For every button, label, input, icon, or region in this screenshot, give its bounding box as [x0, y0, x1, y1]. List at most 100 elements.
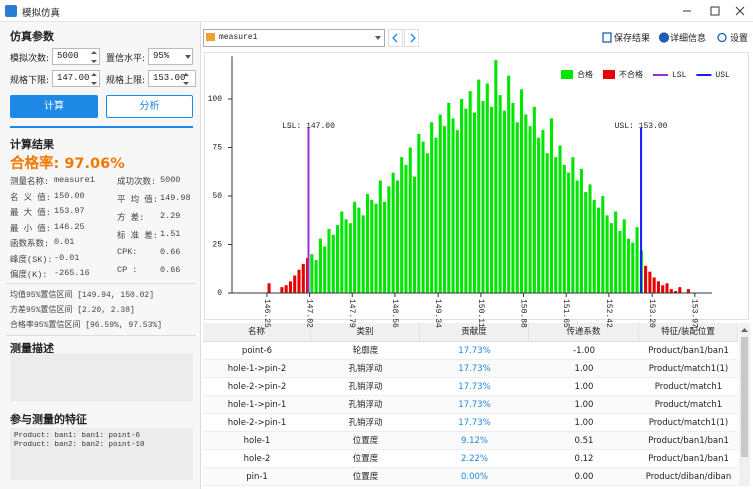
stat-value: 153.97	[54, 206, 114, 219]
stat-label: CP :	[117, 265, 159, 278]
field-label: 规格上限:	[106, 73, 150, 86]
stat-value: 150.00	[54, 191, 114, 204]
table-cell: 位置度	[311, 432, 420, 450]
table-cell: Product/diban/diban	[639, 468, 738, 486]
table-cell: 1.00	[529, 414, 639, 432]
chart-frame	[204, 52, 749, 320]
stat-value: 0.66	[160, 265, 198, 278]
input[interactable]: 5000	[52, 48, 100, 65]
stat-label: 测量名称:	[10, 175, 54, 188]
table-cell: hole-1	[203, 432, 311, 450]
table-cell: 0.51	[529, 432, 639, 450]
divider	[6, 335, 196, 336]
stat-value: 0.01	[54, 237, 114, 250]
table-cell: 位置度	[311, 450, 420, 468]
table-cell: 位置度	[311, 468, 420, 486]
table-cell: Product/ban1/ban1	[639, 432, 738, 450]
stat-label: 成功次数:	[117, 175, 159, 188]
text-area	[10, 353, 193, 401]
stat-label: 标 准 差:	[117, 229, 159, 242]
button[interactable]: 分析	[106, 95, 193, 118]
table-cell: 1.00	[529, 396, 639, 414]
scrollbar[interactable]	[739, 323, 750, 486]
divider	[6, 283, 196, 284]
scroll-up[interactable]	[741, 328, 748, 332]
toolbar-button[interactable]: 详细信息	[670, 31, 718, 45]
table-cell: 17.73%	[420, 378, 529, 396]
table-cell: 0.12	[529, 450, 639, 468]
table-cell: 17.73%	[420, 360, 529, 378]
combobox[interactable]: measure1	[203, 29, 385, 47]
table-cell: hole-1->pin-2	[203, 360, 311, 378]
table-cell: Product/ban1/ban1	[639, 342, 738, 360]
table-cell: 17.73%	[420, 396, 529, 414]
stat-value: -0.01	[54, 253, 114, 266]
field-label: 模拟次数:	[10, 51, 54, 64]
stat-value: -265.16	[54, 268, 114, 281]
table-cell: hole-1->pin-1	[203, 396, 311, 414]
interval: 均值95%置信区间 [149.94, 150.02]	[10, 289, 198, 302]
stat-label: 方 差:	[117, 211, 159, 224]
column-header[interactable]: 特征/装配位置	[639, 323, 738, 342]
toolbar-button[interactable]: 设置	[730, 31, 752, 45]
table-cell: 17.73%	[420, 414, 529, 432]
table-cell: Product/match1(1)	[639, 360, 738, 378]
table-cell: Product/match1	[639, 396, 738, 414]
table-cell: 孔销浮动	[311, 360, 420, 378]
stat-value: 149.98	[160, 193, 198, 206]
table-cell: hole-2->pin-2	[203, 378, 311, 396]
table-cell: Product/match1	[639, 378, 738, 396]
table-cell: 0.00	[529, 468, 639, 486]
stat-value: 5000	[160, 175, 198, 188]
table-cell: point-6	[203, 342, 311, 360]
nav-button[interactable]	[404, 29, 419, 47]
table-cell: 0.00%	[420, 468, 529, 486]
table-cell: Product/match1(1)	[639, 414, 738, 432]
stat-label: CPK:	[117, 247, 159, 260]
table-cell: hole-2	[203, 450, 311, 468]
interval: 方差95%置信区间 [2.20, 2.38]	[10, 304, 198, 317]
stat-value: 2.29	[160, 211, 198, 224]
field-label: 置信水平:	[106, 51, 150, 64]
table-cell: 轮廓度	[311, 342, 420, 360]
section-title: 参与测量的特征	[10, 411, 160, 426]
stat-value: 146.25	[54, 222, 114, 235]
button[interactable]: 计算	[10, 95, 98, 118]
table-cell: hole-2->pin-1	[203, 414, 311, 432]
column-header[interactable]: 类别	[311, 323, 420, 342]
scroll-thumb[interactable]	[741, 337, 748, 457]
toolbar-button[interactable]: 保存结果	[614, 31, 662, 45]
input[interactable]: 147.00	[52, 70, 100, 87]
section-title: 计算结果	[10, 136, 130, 151]
table-cell: 9.12%	[420, 432, 529, 450]
select[interactable]: 95%	[148, 48, 193, 65]
stat-label: 偏度(K):	[10, 268, 54, 281]
section-title: 仿真参数	[10, 28, 130, 43]
interval: 合格率95%置信区间 [96.59%, 97.53%]	[10, 319, 198, 332]
feature-line: Product: ban2: ban2: point-10	[14, 441, 192, 450]
table-cell: 1.00	[529, 378, 639, 396]
stat-value: measure1	[54, 175, 114, 188]
input[interactable]: 153.00	[148, 70, 196, 87]
field-label: 规格下限:	[10, 73, 54, 86]
column-header[interactable]: 贡献度	[420, 323, 529, 342]
table-cell: 17.73%	[420, 342, 529, 360]
stat-value: 0.66	[160, 247, 198, 260]
stat-label: 最 小 值:	[10, 222, 54, 235]
table-cell: Product/ban1/ban1	[639, 450, 738, 468]
pass-rate: 合格率: 97.06%	[10, 152, 190, 172]
stat-label: 最 大 值:	[10, 206, 54, 219]
table-cell: 2.22%	[420, 450, 529, 468]
stat-label: 名 义 值:	[10, 191, 54, 204]
stat-label: 函数系数:	[10, 237, 54, 250]
table-cell: 1.00	[529, 360, 639, 378]
table-cell: 孔销浮动	[311, 414, 420, 432]
stat-label: 峰度(SK):	[10, 253, 54, 266]
column-header[interactable]: 传递系数	[529, 323, 639, 342]
table-cell: -1.00	[529, 342, 639, 360]
column-header[interactable]: 名称	[203, 323, 311, 342]
nav-button[interactable]	[388, 29, 403, 47]
stat-value: 1.51	[160, 229, 198, 242]
divider	[10, 126, 193, 128]
stat-label: 平 均 值:	[117, 193, 159, 206]
